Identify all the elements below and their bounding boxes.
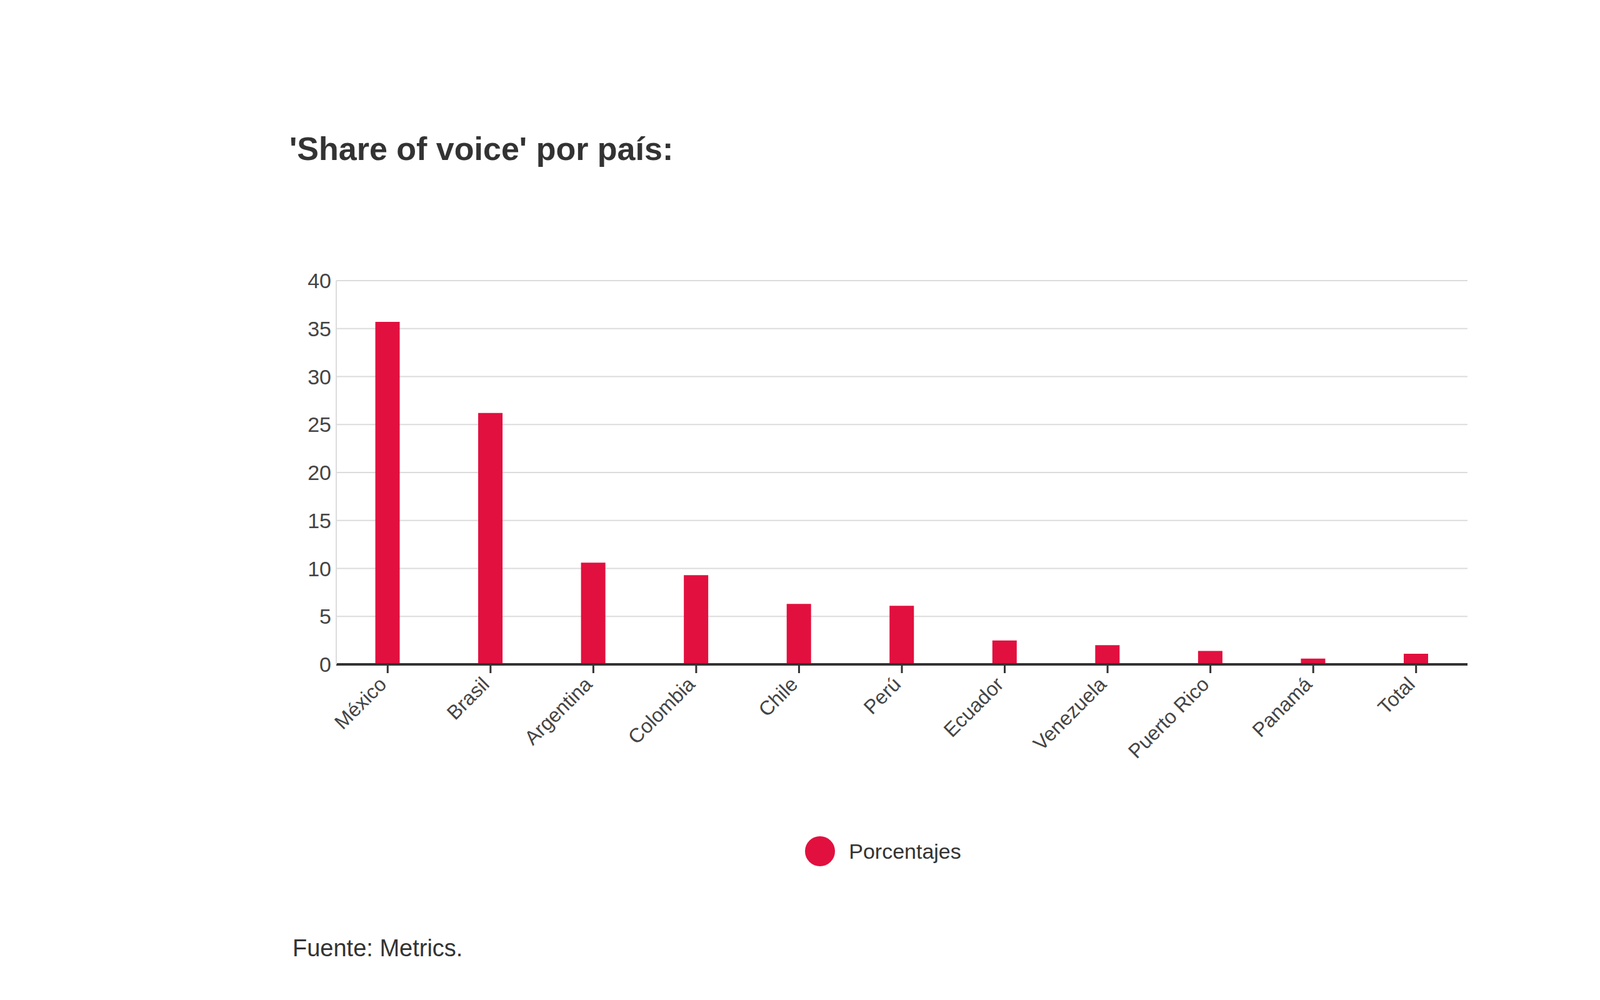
html-text:Fuente: Metrics.: Fuente: Metrics. <box>292 935 463 962</box>
svg-text:10: 10 <box>307 556 332 581</box>
svg-text:20: 20 <box>307 460 332 485</box>
html-text:Porcentajes: Porcentajes <box>848 839 962 863</box>
svg-text:5: 5 <box>319 604 332 629</box>
svg-text:Puerto Rico: Puerto Rico <box>1123 672 1214 763</box>
svg-text:30: 30 <box>307 365 332 389</box>
svg-text:35: 35 <box>307 316 332 341</box>
svg-text:15: 15 <box>307 508 332 533</box>
svg-text:Total: Total <box>1373 672 1419 719</box>
svg-text:Perú: Perú <box>859 672 905 719</box>
svg-text:Argentina: Argentina <box>520 672 597 749</box>
svg-text:Brasil: Brasil <box>442 672 494 724</box>
svg-text:25: 25 <box>307 412 332 437</box>
svg-text:Panamá: Panamá <box>1247 672 1317 742</box>
svg-text:Chile: Chile <box>753 672 802 721</box>
html-text:'Share of voice' por país:: 'Share of voice' por país: <box>289 130 674 167</box>
svg-text:México: México <box>330 672 391 734</box>
svg-text:40: 40 <box>307 268 332 293</box>
svg-text:Venezuela: Venezuela <box>1028 672 1111 755</box>
svg-text:0: 0 <box>319 652 332 677</box>
svg-text:Ecuador: Ecuador <box>939 672 1009 742</box>
svg-text:Colombia: Colombia <box>623 672 700 749</box>
